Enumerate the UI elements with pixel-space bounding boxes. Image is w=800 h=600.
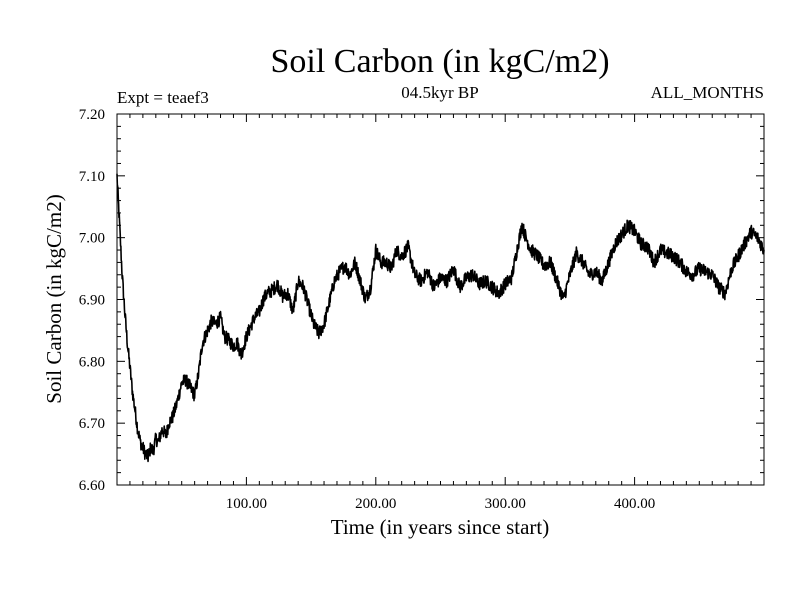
x-tick-label: 300.00 xyxy=(485,496,526,512)
plot-frame xyxy=(116,113,765,486)
series-line xyxy=(116,173,765,463)
x-tick-label: 200.00 xyxy=(355,496,396,512)
x-tick-label: 100.00 xyxy=(226,496,267,512)
experiment-label: Expt = teaef3 xyxy=(117,88,209,107)
y-tick-label: 7.20 xyxy=(79,107,105,123)
y-ticks: 6.60 6.70 6.80 6.90 7.00 7.10 7.20 xyxy=(79,107,764,494)
y-tick-label: 6.90 xyxy=(79,293,105,309)
y-tick-label: 7.10 xyxy=(79,169,105,185)
months-label: ALL_MONTHS xyxy=(651,83,764,102)
y-tick-label: 7.00 xyxy=(79,231,105,247)
y-axis-label: Soil Carbon (in kgC/m2) xyxy=(42,194,66,403)
x-axis-label: Time (in years since start) xyxy=(331,515,550,539)
y-tick-label: 6.80 xyxy=(79,354,105,370)
chart-title: Soil Carbon (in kgC/m2) xyxy=(270,43,609,80)
series-layer xyxy=(116,173,765,463)
chart-subtitle: 04.5kyr BP xyxy=(401,83,478,102)
x-tick-label: 400.00 xyxy=(614,496,655,512)
x-ticks: 100.00 200.00 300.00 400.00 xyxy=(129,114,752,512)
y-tick-label: 6.60 xyxy=(79,478,105,494)
y-tick-label: 6.70 xyxy=(79,416,105,432)
